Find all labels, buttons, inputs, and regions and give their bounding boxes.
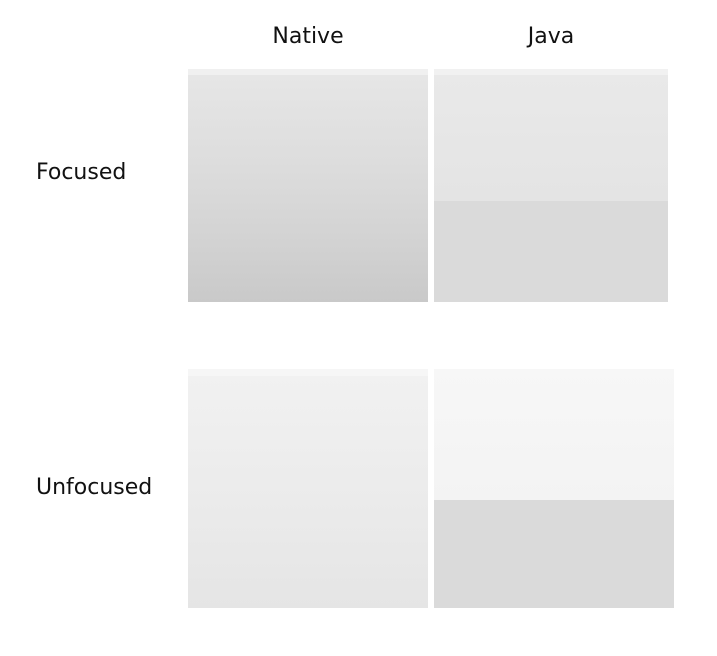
column-header-native: Native bbox=[272, 24, 344, 49]
swatch-unfocused-native bbox=[188, 369, 428, 608]
swatch-focused-java bbox=[434, 69, 668, 302]
row-label-focused: Focused bbox=[36, 160, 127, 185]
row-label-unfocused: Unfocused bbox=[36, 475, 153, 500]
swatch-unfocused-java bbox=[434, 369, 674, 608]
swatch-focused-native bbox=[188, 69, 428, 302]
column-header-java: Java bbox=[527, 24, 575, 49]
